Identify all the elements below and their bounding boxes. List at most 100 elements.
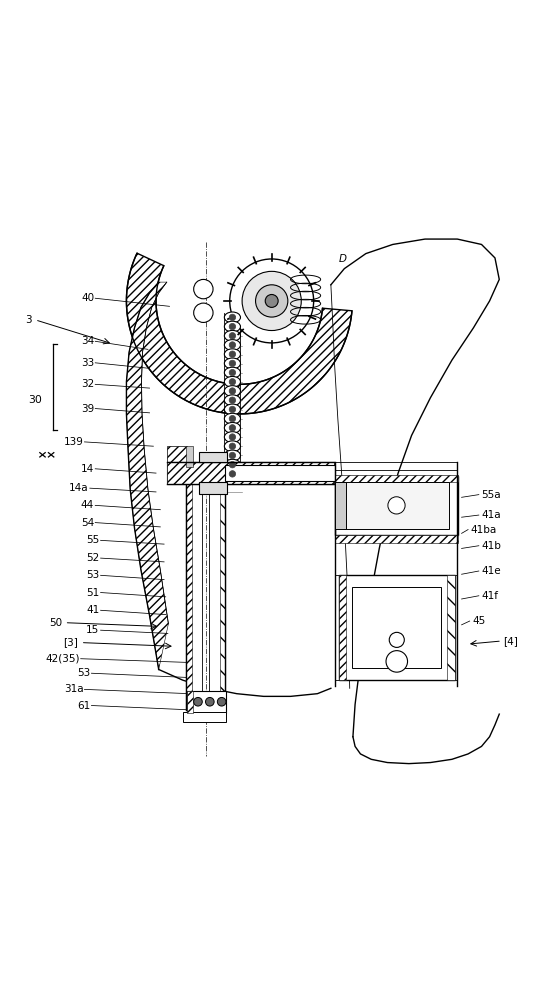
Circle shape [388,497,405,514]
Text: 53: 53 [77,668,90,678]
Text: 45: 45 [472,616,486,626]
Ellipse shape [224,376,240,387]
Circle shape [229,415,236,422]
Text: 54: 54 [81,518,94,528]
Ellipse shape [224,321,240,332]
Ellipse shape [224,330,240,341]
Text: 50: 50 [49,618,62,628]
Bar [339,575,455,680]
Ellipse shape [224,422,240,433]
Circle shape [386,651,408,672]
Text: 14: 14 [81,464,94,474]
Bar [183,712,226,722]
Text: 31a: 31a [64,684,83,694]
Circle shape [229,333,236,339]
Bar [220,478,225,710]
Circle shape [229,360,236,367]
Circle shape [194,697,202,706]
Ellipse shape [224,404,240,415]
Bar [167,446,187,467]
Text: 3: 3 [26,315,32,325]
Ellipse shape [224,441,240,452]
Bar [199,482,227,494]
Text: 44: 44 [81,500,94,510]
Text: 55a: 55a [482,490,501,500]
Text: 39: 39 [81,404,94,414]
Text: 41e: 41e [482,566,501,576]
Circle shape [194,303,213,322]
Bar [335,476,458,535]
Text: [3]: [3] [63,638,78,648]
Bar [344,482,449,529]
Ellipse shape [224,459,240,470]
Ellipse shape [224,413,240,424]
Bar [352,587,441,668]
Ellipse shape [224,432,240,442]
Circle shape [229,323,236,330]
Bar [186,478,192,710]
Ellipse shape [224,367,240,378]
Text: 34: 34 [81,336,94,346]
Circle shape [229,452,236,459]
Text: 52: 52 [86,553,100,563]
Circle shape [194,279,213,299]
Circle shape [256,285,288,317]
Text: 41a: 41a [482,510,501,520]
Circle shape [229,388,236,394]
Bar [335,482,346,529]
Circle shape [206,697,214,706]
Bar [167,462,334,484]
Bar [187,691,226,713]
Text: 30: 30 [28,395,42,405]
Text: 32: 32 [81,379,94,389]
Circle shape [229,314,236,321]
Polygon shape [126,253,352,414]
Circle shape [229,342,236,348]
Bar [186,446,193,467]
Text: 41f: 41f [482,591,499,601]
Text: 40: 40 [81,293,94,303]
Circle shape [229,443,236,449]
Bar [187,691,193,713]
Ellipse shape [224,349,240,360]
Bar [225,465,335,481]
Circle shape [230,259,314,343]
Ellipse shape [224,358,240,369]
Text: 41: 41 [86,605,100,615]
Text: 51: 51 [86,588,100,598]
Ellipse shape [224,340,240,350]
Text: 14a: 14a [69,483,89,493]
Text: 33: 33 [81,358,94,368]
Circle shape [229,351,236,357]
Text: 41b: 41b [482,541,501,551]
Circle shape [229,461,236,468]
Circle shape [229,406,236,413]
Circle shape [229,369,236,376]
Bar [447,575,455,680]
Circle shape [217,697,226,706]
Ellipse shape [224,395,240,406]
Text: D: D [339,254,347,264]
Text: 55: 55 [86,535,100,545]
Ellipse shape [224,450,240,461]
Circle shape [229,434,236,440]
Circle shape [390,632,405,647]
Bar [186,478,225,710]
Bar [335,475,458,482]
Text: 15: 15 [86,625,100,635]
Ellipse shape [224,468,240,479]
Circle shape [265,294,278,307]
Ellipse shape [224,386,240,396]
Circle shape [229,397,236,403]
Circle shape [229,379,236,385]
Text: 53: 53 [86,570,100,580]
Ellipse shape [224,312,240,323]
Polygon shape [126,282,168,669]
Bar [339,575,346,680]
Text: [4]: [4] [503,636,518,646]
Circle shape [229,425,236,431]
Text: 41ba: 41ba [471,525,497,535]
Circle shape [229,471,236,477]
Bar [199,452,227,462]
Text: 61: 61 [77,701,90,711]
